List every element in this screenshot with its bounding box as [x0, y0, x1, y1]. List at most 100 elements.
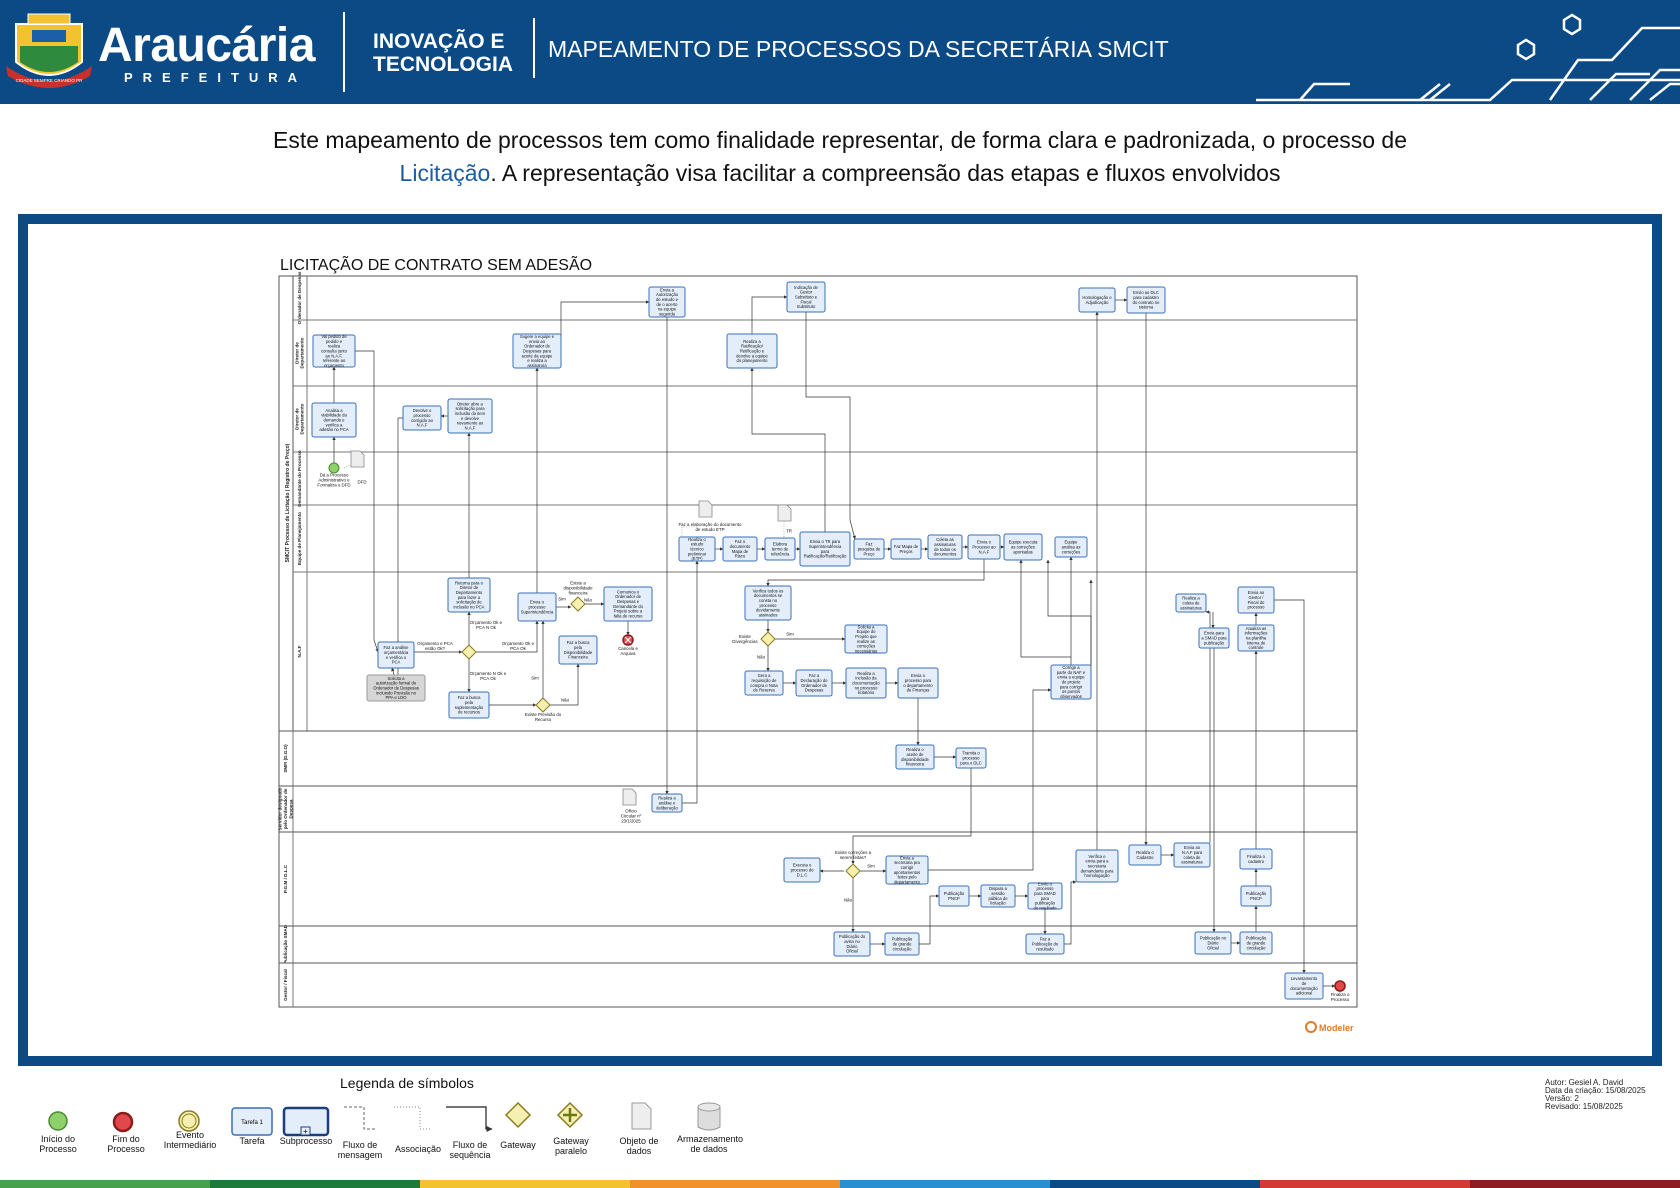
task-t47[interactable]: Verifica e envia para a secretaria demandan… — [1075, 849, 1119, 883]
task-t9[interactable]: Homologação e Adjudicação — [1078, 287, 1116, 313]
task-t22[interactable]: Envia o processo Superintendência — [517, 592, 557, 622]
gateway-divergence[interactable] — [760, 631, 776, 647]
task-label: Publicação PNCP — [1246, 891, 1267, 901]
area-name: INOVAÇÃO E TECNOLOGIA — [373, 30, 513, 76]
task-t38[interactable]: Atualiza as informações na planilha interna… — [1237, 624, 1275, 652]
task-box — [448, 691, 490, 719]
task-t54[interactable]: Faz a Publicação do resultado — [1025, 933, 1065, 955]
task-t17[interactable]: Coleta as assinaturas de todos os documento… — [927, 534, 963, 560]
task-t12[interactable]: Faz o documento Mapa de Risco — [722, 536, 758, 562]
sequence-flow — [1274, 599, 1306, 974]
stripe-darkblue — [1050, 1180, 1260, 1188]
task-box — [786, 281, 826, 313]
task-t26[interactable]: Solicita a autorização formal do Ordenador… — [366, 674, 426, 702]
task-t48[interactable]: Realiza o Cadastro — [1128, 844, 1162, 866]
task-t10[interactable]: Envio ao DLC para cadastro do contrato no s… — [1126, 286, 1166, 314]
intro-highlight: Licitação — [399, 160, 491, 186]
legend-label: Tarefa — [239, 1136, 265, 1146]
task-t24[interactable]: Faz a busca pela Disponibilidade Financeira — [558, 635, 598, 665]
task-t4[interactable]: Direter abre a solicitação para inclusão d… — [447, 398, 493, 434]
modeler-logo-icon — [1305, 1021, 1317, 1033]
task-t1[interactable]: Vai pedido de pedido e realiza consulta jun… — [312, 334, 356, 368]
task-t27[interactable]: Faz a busca pela suplementação de recursos — [448, 691, 490, 719]
task-t39[interactable]: Realiza o aceite de disponibilidade finance… — [895, 744, 935, 770]
sequence-flows — [332, 295, 1336, 988]
task-t8[interactable]: Realiza a Ratificação/Retificação e devolv… — [726, 333, 778, 369]
task-t53[interactable]: Publicação de grande circulação — [884, 932, 920, 956]
task-label: Publicação do aviso no Diário Oficial — [839, 934, 866, 953]
legend-label: Subprocesso — [279, 1136, 333, 1146]
task-label: Equipe executa as correções apontadas — [1009, 540, 1039, 555]
task-box — [1239, 848, 1273, 870]
sim-label: Sim — [786, 632, 794, 637]
task-t45[interactable]: Dispara a sessão pública de licitação — [980, 884, 1016, 908]
cancel-event[interactable] — [622, 634, 634, 646]
task-label: Finaliza o cadastro — [1247, 854, 1266, 864]
task-t50[interactable]: Finaliza o cadastro — [1239, 848, 1273, 870]
task-t55[interactable]: Publicação no Diário Oficial — [1194, 931, 1232, 955]
task-t44[interactable]: Publicação PNCP — [938, 885, 970, 907]
start-event[interactable] — [328, 462, 340, 474]
task-t52[interactable]: Publicação do aviso no Diário Oficial — [833, 931, 871, 957]
message-flow-icon — [344, 1106, 376, 1130]
task-t46[interactable]: Envio o processo para SMAD para publicação do… — [1027, 881, 1063, 911]
intro-text: Este mapeamento de processos tem como fi… — [100, 124, 1580, 190]
task-t2[interactable]: Analisa a viabilidade da demanda e verifica… — [311, 402, 357, 438]
task-t21[interactable]: Retorna para o Diretor de Departamento para… — [447, 577, 491, 613]
task-t15[interactable]: Faz pesquisa de Preço — [853, 538, 885, 560]
task-t33[interactable]: Envia o processo para o departamento de Fin… — [897, 667, 939, 699]
sequence-flow — [1064, 880, 1077, 945]
task-t31[interactable]: Faz a Declaração do Ordenador de Despesas — [795, 669, 833, 697]
gateway-corrections[interactable] — [845, 863, 861, 879]
branch-no-budget-label: Orçamento N Ok e PCA Ok — [470, 671, 507, 681]
task-t40[interactable]: Tramita o processo para o DLC — [955, 747, 987, 769]
task-t49[interactable]: Envia ao N.A.F para coleta de assinaturas — [1173, 842, 1211, 868]
task-box — [311, 402, 357, 438]
process-nodes: Vai pedido de pedido e realiza consulta jun… — [311, 281, 1346, 1000]
stripe-green — [0, 1180, 210, 1188]
task-t6[interactable]: Sugere a equipe e envia ao Ordenador de Des… — [512, 333, 562, 369]
legend-label: Evento Intermediário — [163, 1130, 217, 1150]
task-t34[interactable]: Corrige a parte do NAF e envia a equipe do … — [1050, 664, 1092, 700]
gateway-availability[interactable] — [570, 596, 586, 612]
task-label: Publicação no Diário Oficial — [1200, 936, 1227, 951]
task-label: Envia o Processo ao N.A.F — [972, 540, 996, 555]
task-t30[interactable]: Gera a requisição de compra e Nota de Reser… — [744, 670, 784, 696]
task-t16[interactable]: Faz Mapa de Preços — [890, 538, 922, 560]
task-t56[interactable]: Publicação de grande circulação — [1239, 931, 1273, 955]
stripe-darkgreen — [210, 1180, 420, 1188]
nao-label: Não — [844, 898, 853, 903]
task-t51[interactable]: Publicação PNCP — [1240, 885, 1272, 907]
task-t32[interactable]: Realiza a inclusão da documentação no proce… — [845, 667, 887, 699]
task-label: Realiza o estudo técnico preliminar (ETP) — [688, 537, 707, 561]
task-t13[interactable]: Elabora termo de referência — [764, 537, 796, 561]
task-t41[interactable]: Realiza a análise e deliberação — [651, 793, 683, 813]
stripe-yellow — [420, 1180, 630, 1188]
task-t20[interactable]: Equipe analisa as correções — [1054, 536, 1088, 558]
task-t23[interactable]: Comunica o Ordenador de Despesas e Demandan… — [603, 586, 653, 622]
legend-label: Fluxo de sequência — [449, 1140, 491, 1160]
task-t7[interactable]: Indicação de Gestor Substituto e Fiscal Subs… — [786, 281, 826, 313]
task-label: Realiza a inclusão da documentação no proce… — [852, 671, 880, 695]
task-t57[interactable]: Levantamento de documentação adicional — [1284, 972, 1324, 1000]
task-t36[interactable]: Envia para a SMAD para publicação — [1198, 627, 1230, 649]
task-t14[interactable]: Envia o TR para Superintendência para Ratif… — [799, 531, 851, 567]
task-t18[interactable]: Envia o Processo ao N.A.F — [967, 534, 1001, 560]
task-t19[interactable]: Equipe executa as correções apontadas — [1003, 533, 1043, 561]
task-t29[interactable]: Solicita a Equipe do Projeto que realize as… — [844, 624, 888, 654]
task-label: Gera a requisição de compra e Nota de Reser… — [750, 673, 778, 692]
end-event-icon — [1334, 980, 1346, 992]
gateway-resource[interactable] — [535, 697, 551, 713]
task-t5[interactable]: Envia a Autorização de estudo e de o acerto… — [648, 286, 686, 318]
task-t3[interactable]: Devolve o processo corrigido ao N.A.F — [402, 405, 442, 431]
task-t11[interactable]: Realiza o estudo técnico preliminar (ETP) — [678, 536, 716, 562]
task-t42[interactable]: Executa o processo do D.L.C — [783, 857, 821, 883]
gateway-budget[interactable] — [461, 644, 477, 660]
task-t35[interactable]: Realiza a coleta de assinaturas — [1175, 593, 1207, 613]
task-t43[interactable]: Envia a secretaria pra corrigir apontamento… — [885, 855, 929, 885]
task-t37[interactable]: Envia ao Gestor / Fiscal do processo — [1237, 586, 1275, 614]
lane-label: P.G.M / D.L.C — [283, 864, 288, 893]
task-t28[interactable]: Verifica todos os documentos se consta no p… — [744, 585, 792, 621]
end-event[interactable] — [1334, 980, 1346, 992]
task-t25[interactable]: Faz a análise orçamentária e verifica o PCA — [377, 641, 415, 669]
